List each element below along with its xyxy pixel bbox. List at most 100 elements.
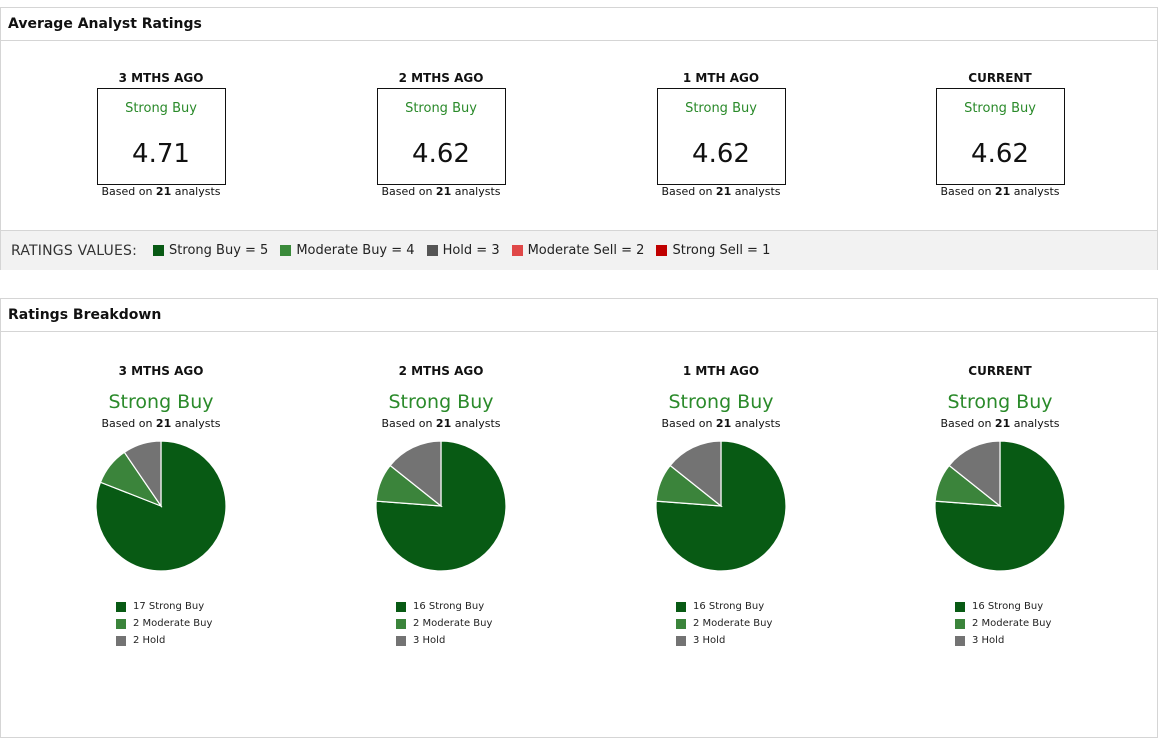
pie-slice-hold bbox=[123, 440, 162, 508]
period-label: 1 MTH AGO bbox=[682, 71, 760, 85]
analyst-count: 21 bbox=[994, 185, 1011, 198]
pie-title: 2 MTHS AGO bbox=[398, 364, 484, 378]
legend-swatch bbox=[280, 245, 292, 256]
analyst-count: 21 bbox=[435, 417, 452, 430]
rating-box: Strong Buy 4.62 bbox=[935, 88, 1065, 185]
legend-swatch bbox=[676, 618, 686, 629]
legend-item-hold: Hold = 3 bbox=[426, 243, 500, 258]
legend-swatch bbox=[396, 618, 406, 629]
ratings-breakdown-title: Ratings Breakdown bbox=[1, 299, 1157, 332]
pie-chart bbox=[934, 440, 1066, 572]
average-ratings-panel: Average Analyst Ratings 3 MTHS AGO Stron… bbox=[0, 7, 1158, 270]
pie-legend: 16 Strong Buy 2 Moderate Buy 3 Hold bbox=[396, 598, 492, 649]
pie-legend-item: 2 Moderate Buy bbox=[396, 615, 492, 632]
pie-legend-item: 16 Strong Buy bbox=[396, 598, 492, 615]
analyst-count-note: Based on 21 analysts bbox=[101, 417, 221, 430]
analyst-count-note: Based on 21 analysts bbox=[381, 185, 501, 198]
average-ratings-title: Average Analyst Ratings bbox=[1, 8, 1157, 41]
legend-swatch bbox=[676, 601, 686, 612]
pie-subtitle: Strong Buy bbox=[108, 391, 214, 413]
breakdown-column-current: CURRENT Strong Buy Based on 21 analysts … bbox=[870, 364, 1130, 684]
pie-slice-strong-buy bbox=[375, 440, 507, 572]
legend-swatch bbox=[116, 601, 126, 612]
pie-legend-item: 16 Strong Buy bbox=[676, 598, 772, 615]
avg-column-1-month: 1 MTH AGO Strong Buy 4.62 Based on 21 an… bbox=[591, 71, 851, 198]
rating-score: 4.62 bbox=[971, 139, 1029, 169]
legend-item-moderate-sell: Moderate Sell = 2 bbox=[511, 243, 644, 258]
pie-legend-item: 3 Hold bbox=[676, 632, 772, 649]
pie-legend-label: 16 Strong Buy bbox=[413, 601, 485, 612]
legend-swatch bbox=[656, 245, 668, 256]
avg-column-2-months: 2 MTHS AGO Strong Buy 4.62 Based on 21 a… bbox=[311, 71, 571, 198]
avg-column-3-months: 3 MTHS AGO Strong Buy 4.71 Based on 21 a… bbox=[31, 71, 291, 198]
rating-score: 4.62 bbox=[412, 139, 470, 169]
legend-swatch bbox=[955, 635, 965, 646]
pie-legend-label: 17 Strong Buy bbox=[133, 601, 205, 612]
analyst-count-note: Based on 21 analysts bbox=[661, 417, 781, 430]
analyst-count-note: Based on 21 analysts bbox=[101, 185, 221, 198]
pie-subtitle: Strong Buy bbox=[668, 391, 774, 413]
pie-title: 3 MTHS AGO bbox=[118, 364, 204, 378]
period-label: 2 MTHS AGO bbox=[398, 71, 484, 85]
analyst-count: 21 bbox=[715, 417, 732, 430]
legend-item-strong-sell: Strong Sell = 1 bbox=[656, 243, 770, 258]
pie-legend-label: 3 Hold bbox=[693, 635, 726, 646]
pie-legend-item: 17 Strong Buy bbox=[116, 598, 212, 615]
legend-swatch bbox=[426, 245, 438, 256]
analyst-count-note: Based on 21 analysts bbox=[940, 417, 1060, 430]
legend-swatch bbox=[116, 635, 126, 646]
analyst-count: 21 bbox=[435, 185, 452, 198]
breakdown-column-2-months: 2 MTHS AGO Strong Buy Based on 21 analys… bbox=[311, 364, 571, 684]
rating-box: Strong Buy 4.62 bbox=[656, 88, 786, 185]
legend-swatch bbox=[396, 635, 406, 646]
pie-slice-strong-buy bbox=[655, 440, 787, 572]
analyst-count-note: Based on 21 analysts bbox=[940, 185, 1060, 198]
legend-swatch bbox=[955, 601, 965, 612]
pie-title: 1 MTH AGO bbox=[682, 364, 760, 378]
analyst-count: 21 bbox=[155, 417, 172, 430]
pie-legend-label: 3 Hold bbox=[972, 635, 1005, 646]
ratings-breakdown-panel: Ratings Breakdown 3 MTHS AGO Strong Buy … bbox=[0, 298, 1158, 738]
pie-chart bbox=[375, 440, 507, 572]
rating-box: Strong Buy 4.62 bbox=[376, 88, 506, 185]
legend-swatch bbox=[511, 245, 523, 256]
legend-swatch bbox=[396, 601, 406, 612]
pie-legend-label: 2 Moderate Buy bbox=[413, 618, 493, 629]
pie-slice-hold bbox=[389, 440, 442, 508]
legend-swatch bbox=[955, 618, 965, 629]
legend-swatch bbox=[676, 635, 686, 646]
pie-chart bbox=[95, 440, 227, 572]
pie-slice-hold bbox=[669, 440, 722, 508]
legend-item-strong-buy: Strong Buy = 5 bbox=[153, 243, 268, 258]
pie-slice-hold bbox=[948, 440, 1001, 508]
breakdown-column-1-month: 1 MTH AGO Strong Buy Based on 21 analyst… bbox=[591, 364, 851, 684]
pie-slice-strong-buy bbox=[934, 440, 1066, 572]
pie-legend-label: 16 Strong Buy bbox=[972, 601, 1044, 612]
pie-legend-label: 2 Moderate Buy bbox=[693, 618, 773, 629]
avg-column-current: CURRENT Strong Buy 4.62 Based on 21 anal… bbox=[870, 71, 1130, 198]
analyst-count-note: Based on 21 analysts bbox=[381, 417, 501, 430]
pie-subtitle: Strong Buy bbox=[388, 391, 494, 413]
pie-chart bbox=[655, 440, 787, 572]
rating-score: 4.71 bbox=[132, 139, 190, 169]
pie-title: CURRENT bbox=[968, 364, 1032, 378]
pie-legend: 16 Strong Buy 2 Moderate Buy 3 Hold bbox=[676, 598, 772, 649]
pie-legend-item: 3 Hold bbox=[396, 632, 492, 649]
pie-legend-item: 16 Strong Buy bbox=[955, 598, 1051, 615]
breakdown-column-3-months: 3 MTHS AGO Strong Buy Based on 21 analys… bbox=[31, 364, 291, 684]
period-label: 3 MTHS AGO bbox=[118, 71, 204, 85]
analyst-count-note: Based on 21 analysts bbox=[661, 185, 781, 198]
pie-legend-label: 16 Strong Buy bbox=[693, 601, 765, 612]
ratings-values-title: RATINGS VALUES: bbox=[11, 242, 138, 259]
pie-legend-label: 3 Hold bbox=[413, 635, 446, 646]
analyst-count: 21 bbox=[994, 417, 1011, 430]
pie-legend: 16 Strong Buy 2 Moderate Buy 3 Hold bbox=[955, 598, 1051, 649]
pie-legend-label: 2 Hold bbox=[133, 635, 166, 646]
pie-legend-item: 2 Moderate Buy bbox=[676, 615, 772, 632]
pie-legend-label: 2 Moderate Buy bbox=[133, 618, 213, 629]
pie-legend-item: 2 Hold bbox=[116, 632, 212, 649]
legend-swatch bbox=[116, 618, 126, 629]
legend-swatch bbox=[153, 245, 165, 256]
pie-legend-label: 2 Moderate Buy bbox=[972, 618, 1052, 629]
analyst-count: 21 bbox=[155, 185, 172, 198]
